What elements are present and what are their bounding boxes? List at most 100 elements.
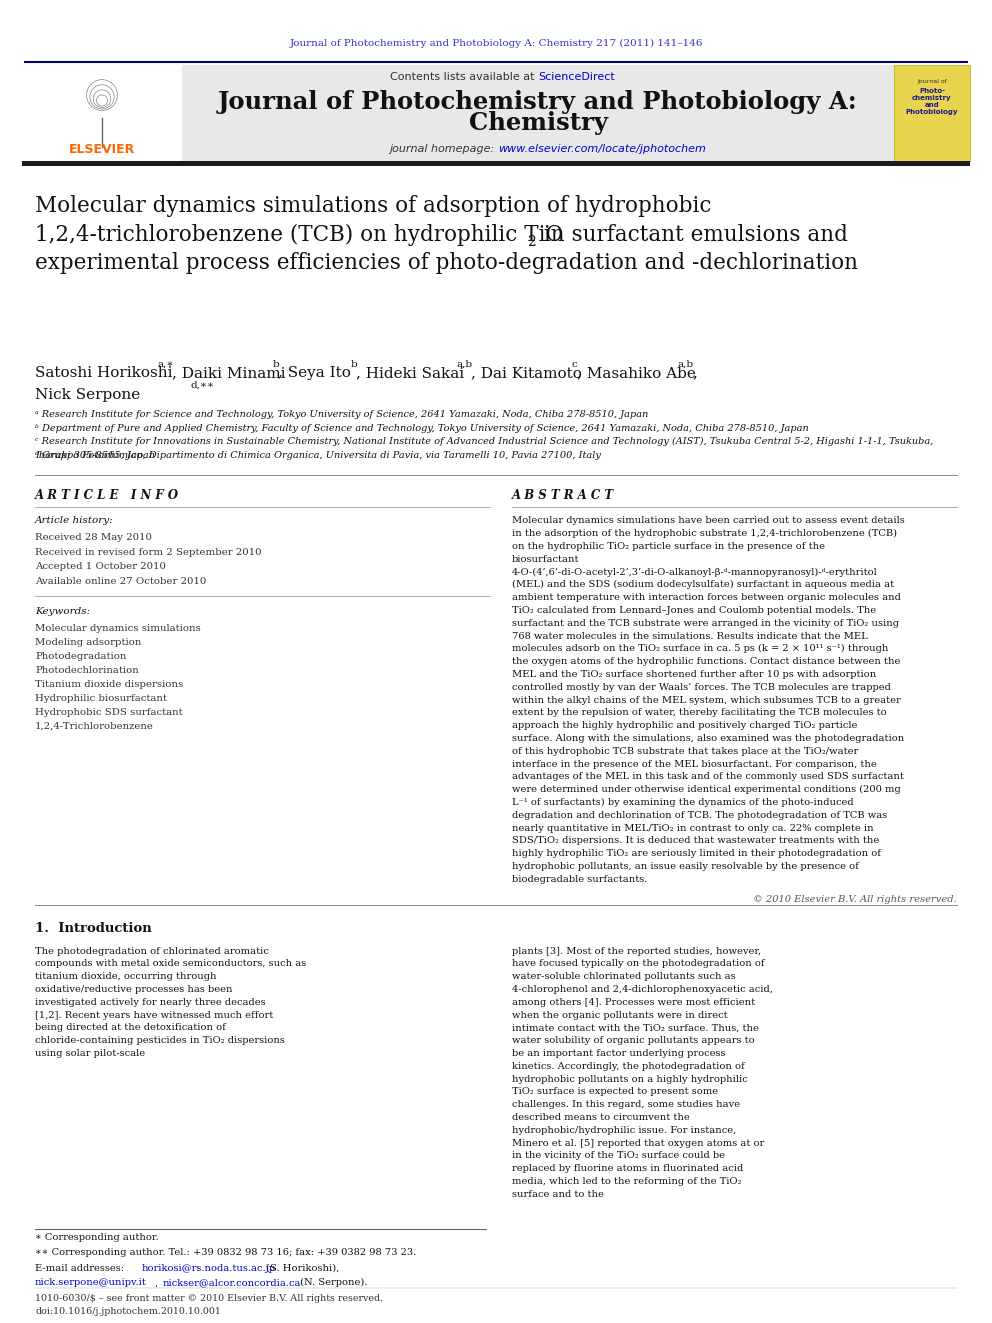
Text: Ibaraki 305-8565, Japan: Ibaraki 305-8565, Japan	[35, 451, 155, 459]
Text: © 2010 Elsevier B.V. All rights reserved.: © 2010 Elsevier B.V. All rights reserved…	[753, 894, 957, 904]
Text: 1,2,4-trichlorobenzene (TCB) on hydrophilic TiO: 1,2,4-trichlorobenzene (TCB) on hydrophi…	[35, 224, 563, 246]
Text: 1,2,4-Trichlorobenzene: 1,2,4-Trichlorobenzene	[35, 721, 154, 730]
Text: approach the highly hydrophilic and positively charged TiO₂ particle: approach the highly hydrophilic and posi…	[512, 721, 857, 730]
Text: using solar pilot-scale: using solar pilot-scale	[35, 1049, 145, 1058]
Text: in the vicinity of the TiO₂ surface could be: in the vicinity of the TiO₂ surface coul…	[512, 1151, 725, 1160]
Bar	[22, 161, 970, 165]
Text: Hydrophobic SDS surfactant: Hydrophobic SDS surfactant	[35, 708, 183, 717]
Text: described means to circumvent the: described means to circumvent the	[512, 1113, 689, 1122]
Text: a,b: a,b	[456, 360, 472, 369]
Text: among others [4]. Processes were most efficient: among others [4]. Processes were most ef…	[512, 998, 755, 1007]
Text: a,b: a,b	[678, 360, 694, 369]
Text: Keywords:: Keywords:	[35, 607, 90, 617]
Text: Received 28 May 2010: Received 28 May 2010	[35, 533, 152, 542]
Text: Photodegradation: Photodegradation	[35, 651, 126, 660]
Text: c: c	[571, 360, 577, 369]
Text: media, which led to the reforming of the TiO₂: media, which led to the reforming of the…	[512, 1177, 741, 1185]
Text: biodegradable surfactants.: biodegradable surfactants.	[512, 875, 648, 884]
Text: Molecular dynamics simulations of adsorption of hydrophobic: Molecular dynamics simulations of adsorp…	[35, 196, 711, 217]
Text: surface and to the: surface and to the	[512, 1189, 604, 1199]
Text: , Seya Ito: , Seya Ito	[278, 366, 351, 380]
Text: 768 water molecules in the simulations. Results indicate that the MEL: 768 water molecules in the simulations. …	[512, 631, 868, 640]
Text: degradation and dechlorination of TCB. The photodegradation of TCB was: degradation and dechlorination of TCB. T…	[512, 811, 887, 820]
Text: ambient temperature with interaction forces between organic molecules and: ambient temperature with interaction for…	[512, 593, 901, 602]
Text: ScienceDirect: ScienceDirect	[538, 73, 615, 82]
Text: kinetics. Accordingly, the photodegradation of: kinetics. Accordingly, the photodegradat…	[512, 1062, 745, 1070]
Text: SDS/TiO₂ dispersions. It is deduced that wastewater treatments with the: SDS/TiO₂ dispersions. It is deduced that…	[512, 836, 879, 845]
Text: ᵃ Research Institute for Science and Technology, Tokyo University of Science, 26: ᵃ Research Institute for Science and Tec…	[35, 410, 649, 419]
Bar	[22, 65, 182, 161]
Text: intimate contact with the TiO₂ surface. Thus, the: intimate contact with the TiO₂ surface. …	[512, 1023, 759, 1032]
Text: Satoshi Horikoshi: Satoshi Horikoshi	[35, 366, 173, 380]
Text: Modeling adsorption: Modeling adsorption	[35, 638, 142, 647]
Text: water-soluble chlorinated pollutants such as: water-soluble chlorinated pollutants suc…	[512, 972, 736, 982]
Text: hydrophobic pollutants, an issue easily resolvable by the presence of: hydrophobic pollutants, an issue easily …	[512, 863, 859, 871]
Text: d,∗∗: d,∗∗	[190, 381, 214, 390]
Text: nickser@alcor.concordia.ca: nickser@alcor.concordia.ca	[163, 1278, 302, 1287]
Text: A B S T R A C T: A B S T R A C T	[512, 490, 614, 503]
Text: hydrophobic/hydrophilic issue. For instance,: hydrophobic/hydrophilic issue. For insta…	[512, 1126, 736, 1135]
Text: 2: 2	[527, 235, 536, 249]
Text: L⁻¹ of surfactants) by examining the dynamics of the photo-induced: L⁻¹ of surfactants) by examining the dyn…	[512, 798, 854, 807]
Text: Minero et al. [5] reported that oxygen atoms at or: Minero et al. [5] reported that oxygen a…	[512, 1139, 764, 1147]
Text: [1,2]. Recent years have witnessed much effort: [1,2]. Recent years have witnessed much …	[35, 1011, 273, 1020]
Text: Received in revised form 2 September 2010: Received in revised form 2 September 201…	[35, 548, 262, 557]
Text: nearly quantitative in MEL/TiO₂ in contrast to only ca. 22% complete in: nearly quantitative in MEL/TiO₂ in contr…	[512, 823, 874, 832]
Text: (MEL) and the SDS (sodium dodecylsulfate) surfactant in aqueous media at: (MEL) and the SDS (sodium dodecylsulfate…	[512, 581, 894, 590]
Text: extent by the repulsion of water, thereby facilitating the TCB molecules to: extent by the repulsion of water, thereb…	[512, 708, 887, 717]
Text: Journal of Photochemistry and Photobiology A:: Journal of Photochemistry and Photobiolo…	[218, 90, 858, 114]
Text: (N. Serpone).: (N. Serpone).	[297, 1278, 367, 1287]
Text: (S. Horikoshi),: (S. Horikoshi),	[263, 1263, 339, 1273]
Text: on the hydrophilic TiO₂ particle surface in the presence of the: on the hydrophilic TiO₂ particle surface…	[512, 542, 825, 550]
Text: Hydrophilic biosurfactant: Hydrophilic biosurfactant	[35, 693, 167, 703]
Text: Available online 27 October 2010: Available online 27 October 2010	[35, 577, 206, 586]
Text: Chemistry: Chemistry	[468, 111, 607, 135]
Text: b: b	[273, 360, 280, 369]
Text: plants [3]. Most of the reported studies, however,: plants [3]. Most of the reported studies…	[512, 946, 761, 955]
Text: Nick Serpone: Nick Serpone	[35, 388, 140, 402]
Text: Photodechlorination: Photodechlorination	[35, 665, 139, 675]
Text: titanium dioxide, occurring through: titanium dioxide, occurring through	[35, 972, 216, 982]
Text: Article history:: Article history:	[35, 516, 114, 525]
Text: Titanium dioxide dispersions: Titanium dioxide dispersions	[35, 680, 184, 688]
Text: 1.  Introduction: 1. Introduction	[35, 922, 152, 934]
Text: biosurfactant: biosurfactant	[512, 554, 579, 564]
Text: nick.serpone@unipv.it: nick.serpone@unipv.it	[35, 1278, 147, 1287]
Text: surface. Along with the simulations, also examined was the photodegradation: surface. Along with the simulations, als…	[512, 734, 905, 744]
Text: being directed at the detoxification of: being directed at the detoxification of	[35, 1023, 226, 1032]
Text: Molecular dynamics simulations: Molecular dynamics simulations	[35, 623, 200, 632]
Text: A R T I C L E   I N F O: A R T I C L E I N F O	[35, 490, 180, 503]
Text: in the adsorption of the hydrophobic substrate 1,2,4-trichlorobenzene (TCB): in the adsorption of the hydrophobic sub…	[512, 529, 897, 538]
Text: 4-O-(4’,6’-di-O-acetyl-2’,3’-di-O-alkanoyl-β-ᵈ-mannopyranosyl)-ᵈ-erythritol: 4-O-(4’,6’-di-O-acetyl-2’,3’-di-O-alkano…	[512, 568, 878, 577]
Text: ELSEVIER: ELSEVIER	[68, 143, 135, 156]
Text: controlled mostly by van der Waals’ forces. The TCB molecules are trapped: controlled mostly by van der Waals’ forc…	[512, 683, 891, 692]
Text: Photo-
chemistry
and
Photobiology: Photo- chemistry and Photobiology	[906, 89, 958, 115]
Text: water solubility of organic pollutants appears to: water solubility of organic pollutants a…	[512, 1036, 755, 1045]
Text: doi:10.1016/j.jphotochem.2010.10.001: doi:10.1016/j.jphotochem.2010.10.001	[35, 1307, 221, 1316]
Text: have focused typically on the photodegradation of: have focused typically on the photodegra…	[512, 959, 765, 968]
Text: 4-chlorophenol and 2,4-dichlorophenoxyacetic acid,: 4-chlorophenol and 2,4-dichlorophenoxyac…	[512, 984, 773, 994]
Text: chloride-containing pesticides in TiO₂ dispersions: chloride-containing pesticides in TiO₂ d…	[35, 1036, 285, 1045]
Text: www.elsevier.com/locate/jphotochem: www.elsevier.com/locate/jphotochem	[498, 144, 706, 153]
Text: ,: ,	[693, 366, 697, 380]
Text: ᶜ Research Institute for Innovations in Sustainable Chemistry, National Institut: ᶜ Research Institute for Innovations in …	[35, 437, 933, 446]
Text: within the alkyl chains of the MEL system, which subsumes TCB to a greater: within the alkyl chains of the MEL syste…	[512, 696, 901, 705]
Text: oxidative/reductive processes has been: oxidative/reductive processes has been	[35, 984, 232, 994]
Text: journal homepage:: journal homepage:	[389, 144, 498, 153]
Text: MEL and the TiO₂ surface shortened further after 10 ps with adsorption: MEL and the TiO₂ surface shortened furth…	[512, 669, 876, 679]
Text: hydrophobic pollutants on a highly hydrophilic: hydrophobic pollutants on a highly hydro…	[512, 1074, 748, 1084]
Text: ∗∗ Corresponding author. Tel.: +39 0832 98 73 16; fax: +39 0382 98 73 23.: ∗∗ Corresponding author. Tel.: +39 0832 …	[35, 1248, 417, 1257]
Text: highly hydrophilic TiO₂ are seriously limited in their photodegradation of: highly hydrophilic TiO₂ are seriously li…	[512, 849, 881, 859]
Text: compounds with metal oxide semiconductors, such as: compounds with metal oxide semiconductor…	[35, 959, 307, 968]
Text: , Daiki Minami: , Daiki Minami	[173, 366, 286, 380]
Text: 1010-6030/$ – see front matter © 2010 Elsevier B.V. All rights reserved.: 1010-6030/$ – see front matter © 2010 El…	[35, 1294, 383, 1303]
Text: ᵇ Department of Pure and Applied Chemistry, Faculty of Science and Technology, T: ᵇ Department of Pure and Applied Chemist…	[35, 423, 808, 433]
Text: , Dai Kitamoto: , Dai Kitamoto	[471, 366, 582, 380]
Text: the oxygen atoms of the hydrophilic functions. Contact distance between the: the oxygen atoms of the hydrophilic func…	[512, 658, 901, 667]
Bar	[22, 65, 970, 161]
Text: experimental process efficiencies of photo-degradation and -dechlorination: experimental process efficiencies of pho…	[35, 253, 858, 274]
Text: molecules adsorb on the TiO₂ surface in ca. 5 ps (k = 2 × 10¹¹ s⁻¹) through: molecules adsorb on the TiO₂ surface in …	[512, 644, 889, 654]
Text: of this hydrophobic TCB substrate that takes place at the TiO₂/water: of this hydrophobic TCB substrate that t…	[512, 746, 858, 755]
Text: , Masahiko Abe: , Masahiko Abe	[577, 366, 696, 380]
Text: ∗ Corresponding author.: ∗ Corresponding author.	[35, 1233, 159, 1242]
